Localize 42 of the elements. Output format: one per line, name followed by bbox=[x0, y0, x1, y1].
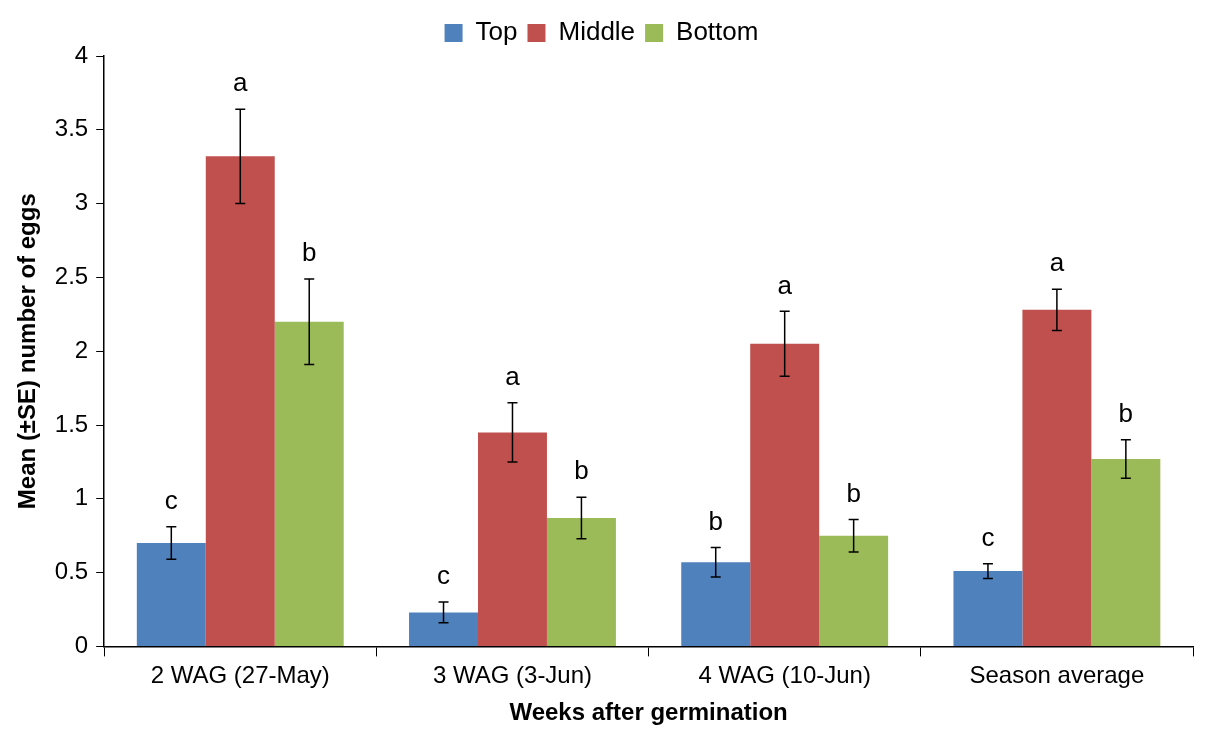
annotation: c bbox=[164, 485, 178, 516]
x-axis-title: Weeks after germination bbox=[509, 698, 788, 726]
bar bbox=[478, 432, 547, 646]
y-tick-label: 4 bbox=[74, 40, 89, 68]
bar bbox=[409, 612, 478, 646]
annotation: c bbox=[981, 521, 995, 552]
bar bbox=[819, 535, 889, 646]
bar bbox=[205, 156, 275, 646]
bar bbox=[681, 562, 751, 646]
annotation: a bbox=[505, 361, 521, 392]
annotation: b bbox=[846, 477, 861, 508]
y-tick-label: 0.5 bbox=[54, 557, 89, 585]
y-tick-label: 0 bbox=[74, 631, 89, 659]
y-tick-label: 1 bbox=[74, 483, 89, 511]
bar bbox=[953, 571, 1023, 646]
annotation: a bbox=[1049, 247, 1065, 278]
annotation: a bbox=[777, 269, 793, 300]
annotation: c bbox=[437, 560, 451, 591]
x-tick-label: Season average bbox=[969, 661, 1145, 689]
bar bbox=[1091, 458, 1161, 646]
x-tick-label: 4 WAG (10-Jun) bbox=[698, 661, 871, 689]
annotation: a bbox=[233, 67, 249, 98]
y-axis-title: Mean (±SE) number of eggs bbox=[13, 193, 41, 510]
annotation: b bbox=[1118, 397, 1134, 428]
bar bbox=[546, 517, 616, 646]
annotation: b bbox=[574, 455, 589, 486]
bar bbox=[1022, 309, 1092, 646]
y-tick-label: 3 bbox=[74, 188, 89, 216]
x-tick-label: 3 WAG (3-Jun) bbox=[432, 661, 593, 689]
y-tick-label: 3.5 bbox=[54, 114, 89, 142]
legend-label: Middle bbox=[558, 16, 636, 47]
annotation: b bbox=[708, 505, 723, 536]
legend-label: Bottom bbox=[676, 16, 759, 47]
y-tick-label: 1.5 bbox=[54, 409, 89, 437]
y-tick-label: 2 bbox=[74, 335, 89, 363]
x-tick-label: 2 WAG (27-May) bbox=[150, 661, 330, 689]
bar bbox=[136, 543, 206, 646]
bar bbox=[750, 343, 820, 646]
bar bbox=[274, 321, 344, 646]
y-tick-label: 2.5 bbox=[54, 262, 89, 290]
annotation: b bbox=[301, 237, 317, 268]
legend-label: Top bbox=[475, 16, 518, 47]
